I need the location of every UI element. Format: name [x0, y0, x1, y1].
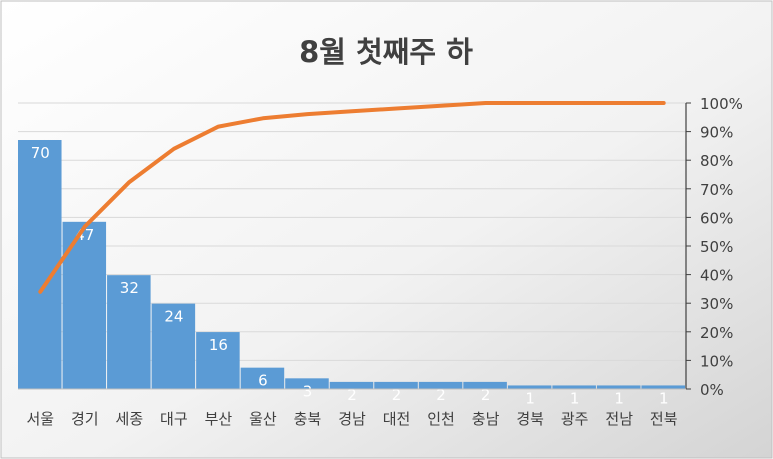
secondary-axis-tick-label: 50% — [700, 238, 733, 256]
secondary-axis-tick-label: 70% — [700, 181, 733, 199]
secondary-axis-tick-label: 0% — [700, 381, 724, 399]
bar — [240, 367, 285, 389]
bar-value-label: 2 — [436, 386, 446, 404]
bar-value-label: 2 — [392, 386, 402, 404]
bar — [151, 303, 196, 389]
secondary-axis-tick-label: 40% — [700, 267, 733, 285]
bar — [463, 381, 507, 389]
cumulative-percent-line — [38, 101, 666, 294]
bar-value-label: 2 — [481, 386, 491, 404]
category-tick-label: 경기 — [71, 410, 99, 428]
secondary-axis-tick-label: 80% — [700, 152, 733, 170]
category-tick-label: 부산 — [205, 410, 233, 428]
bar-value-label: 16 — [209, 336, 228, 354]
bar-value-label: 3 — [303, 382, 313, 400]
bar — [507, 385, 552, 389]
secondary-axis-tick-label: 60% — [700, 209, 733, 227]
bar — [107, 275, 151, 389]
bar-value-label: 2 — [347, 386, 357, 404]
bars — [18, 140, 685, 389]
category-tick-label: 충북 — [294, 410, 322, 428]
secondary-axis-tick-label: 100% — [700, 95, 743, 113]
category-tick-label: 전남 — [605, 410, 633, 428]
bar-value-label: 1 — [525, 389, 535, 407]
secondary-axis-tick-label: 20% — [700, 324, 733, 342]
bar-value-label: 70 — [31, 144, 50, 162]
bar — [196, 332, 240, 389]
bar — [641, 385, 685, 389]
bar-value-label: 1 — [614, 389, 624, 407]
bar — [285, 378, 329, 389]
axes: 0% 10% 20% 30% 40% 50% 60% 70% 80% 90% 100% 서울 경기 세종 대… — [18, 95, 743, 428]
secondary-axis-tick-label: 10% — [700, 352, 733, 370]
secondary-axis-tick-label: 30% — [700, 295, 733, 313]
category-tick-label: 인천 — [427, 410, 455, 428]
category-tick-label: 충남 — [472, 410, 500, 428]
bar-value-label: 6 — [258, 372, 268, 390]
category-tick-label: 대구 — [160, 410, 188, 428]
category-tick-label: 대전 — [383, 410, 411, 428]
bar-value-label: 24 — [164, 308, 183, 326]
bar-value-label: 32 — [120, 279, 139, 297]
cumulative-line — [38, 101, 666, 294]
category-tick-label: 경북 — [516, 410, 544, 428]
bar — [418, 381, 463, 389]
bar — [596, 385, 641, 389]
bar — [552, 385, 596, 389]
category-tick-label: 울산 — [249, 410, 277, 428]
category-tick-label: 세종 — [116, 410, 144, 428]
bar — [18, 140, 62, 389]
bar-value-label: 1 — [659, 389, 669, 407]
secondary-axis-tick-label: 90% — [700, 124, 733, 142]
bar — [374, 381, 418, 389]
category-tick-label: 경남 — [338, 410, 366, 428]
category-tick-label: 전북 — [650, 410, 678, 428]
bar-value-label: 1 — [570, 389, 580, 407]
category-tick-label: 서울 — [26, 410, 54, 428]
category-tick-label: 광주 — [561, 410, 589, 428]
bar — [329, 381, 374, 389]
chart-title: 8월 첫째주 하 — [299, 35, 473, 69]
